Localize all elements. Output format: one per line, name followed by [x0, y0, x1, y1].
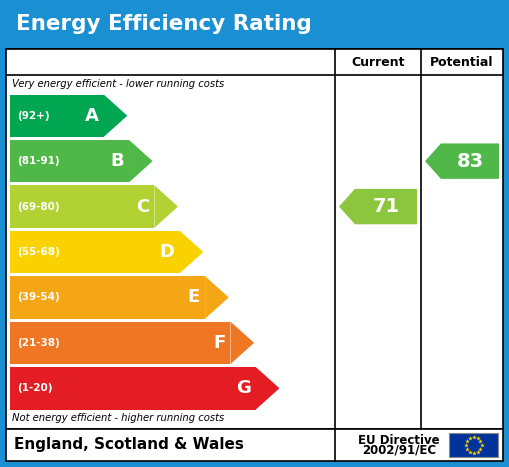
Bar: [6, 0, 503, 49]
Text: Potential: Potential: [430, 56, 494, 69]
Text: A: A: [85, 107, 99, 125]
Text: (39-54): (39-54): [17, 292, 60, 303]
Bar: [10, 367, 256, 410]
Bar: [10, 231, 180, 273]
Bar: [6, 429, 503, 461]
Polygon shape: [231, 322, 254, 364]
Bar: [10, 140, 129, 182]
Text: (81-91): (81-91): [17, 156, 60, 166]
Text: (1-20): (1-20): [17, 383, 52, 393]
Polygon shape: [339, 189, 417, 224]
Polygon shape: [129, 140, 153, 182]
Bar: [10, 276, 205, 318]
Text: (92+): (92+): [17, 111, 49, 120]
Text: E: E: [188, 289, 200, 306]
Text: Current: Current: [351, 56, 405, 69]
Text: 71: 71: [373, 197, 400, 216]
Text: Not energy efficient - higher running costs: Not energy efficient - higher running co…: [12, 413, 224, 423]
Bar: [449, 433, 498, 457]
Text: (21-38): (21-38): [17, 338, 60, 348]
Polygon shape: [180, 231, 204, 273]
Text: C: C: [136, 198, 149, 216]
Polygon shape: [205, 276, 229, 318]
Text: G: G: [236, 379, 251, 397]
Bar: [6, 49, 503, 429]
Polygon shape: [154, 185, 178, 228]
Text: 83: 83: [457, 152, 484, 170]
Text: EU Directive: EU Directive: [358, 433, 440, 446]
Bar: [6, 49, 503, 75]
Text: F: F: [213, 334, 225, 352]
Text: 2002/91/EC: 2002/91/EC: [362, 444, 436, 457]
Text: (55-68): (55-68): [17, 247, 60, 257]
Text: Energy Efficiency Rating: Energy Efficiency Rating: [16, 14, 312, 35]
Text: Very energy efficient - lower running costs: Very energy efficient - lower running co…: [12, 79, 224, 89]
Polygon shape: [256, 367, 279, 410]
Text: (69-80): (69-80): [17, 202, 60, 212]
Bar: [10, 94, 104, 137]
Text: D: D: [160, 243, 175, 261]
Polygon shape: [425, 143, 499, 179]
Text: England, Scotland & Wales: England, Scotland & Wales: [14, 438, 244, 453]
Bar: [10, 185, 154, 228]
Bar: [10, 322, 231, 364]
Polygon shape: [104, 94, 127, 137]
Text: B: B: [110, 152, 124, 170]
